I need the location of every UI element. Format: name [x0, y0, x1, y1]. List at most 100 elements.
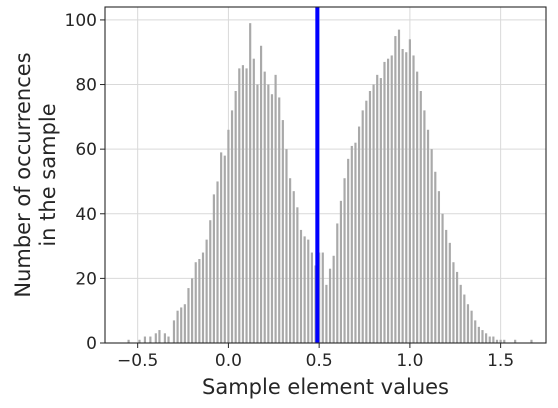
- histogram-bar: [339, 200, 343, 343]
- histogram-bar: [212, 194, 215, 343]
- histogram-bar: [488, 336, 491, 343]
- y-tick-label: 60: [75, 140, 97, 160]
- histogram-bar: [149, 336, 152, 343]
- histogram-bar: [477, 326, 480, 343]
- histogram-bar: [401, 49, 404, 343]
- histogram-bar: [430, 149, 433, 343]
- x-tick-label: −0.5: [117, 351, 158, 371]
- histogram-bar: [209, 220, 212, 343]
- histogram-bar: [172, 320, 176, 343]
- histogram-bar: [238, 68, 241, 343]
- histogram-bar: [368, 91, 372, 343]
- histogram-bar: [495, 339, 499, 343]
- histogram-bar: [412, 55, 415, 343]
- histogram-bar: [357, 126, 361, 344]
- histogram-bar: [332, 255, 335, 343]
- histogram-bar: [223, 155, 226, 343]
- histogram-bar: [445, 229, 448, 343]
- histogram-bar: [241, 65, 245, 344]
- histogram-bar: [143, 336, 147, 343]
- y-axis-label-line-2: in the sample: [36, 103, 60, 246]
- histogram-bar: [452, 262, 455, 343]
- histogram-bar: [180, 307, 183, 343]
- histogram-bar: [187, 288, 190, 343]
- histogram-bar: [167, 336, 170, 343]
- histogram-bar: [191, 278, 194, 343]
- histogram-bar: [383, 61, 386, 344]
- histogram-bar: [127, 339, 130, 343]
- histogram-bar: [285, 149, 288, 343]
- histogram-bar: [503, 339, 506, 343]
- histogram-bar: [455, 271, 459, 343]
- histogram-bar: [198, 259, 201, 343]
- histogram-bar: [205, 239, 208, 343]
- histogram-bar: [394, 36, 397, 343]
- y-tick-label: 0: [86, 334, 97, 354]
- histogram-bar: [249, 23, 252, 344]
- histogram-bar: [463, 294, 466, 343]
- histogram-bar: [252, 58, 255, 343]
- histogram-bar: [347, 158, 350, 343]
- y-tick-label: 40: [75, 205, 97, 225]
- histogram-bar: [423, 110, 426, 343]
- y-tick-label: 100: [65, 11, 97, 31]
- histogram-bars: [127, 23, 533, 344]
- histogram-bar: [303, 236, 306, 343]
- histogram-bar: [230, 110, 234, 343]
- histogram-bar: [416, 71, 419, 343]
- histogram-bar: [530, 339, 533, 343]
- histogram-bar: [365, 100, 368, 343]
- x-axis-label: Sample element values: [202, 375, 449, 399]
- x-tick-label: 0.0: [215, 351, 242, 371]
- histogram-bar: [379, 78, 382, 344]
- histogram-bar: [390, 55, 393, 343]
- histogram-bar: [376, 74, 379, 343]
- histogram-bar: [499, 339, 502, 343]
- histogram-bar: [163, 333, 166, 343]
- histogram-bar: [263, 71, 266, 343]
- histogram-bar: [138, 339, 141, 343]
- histogram-bar: [310, 252, 313, 343]
- histogram-bar: [259, 45, 263, 344]
- histogram-bar: [336, 223, 339, 343]
- histogram-bar: [474, 320, 477, 343]
- plot-frame: [104, 6, 547, 344]
- y-axis-ticks: 0 20 40 60 80 100: [65, 11, 105, 354]
- histogram-bar: [361, 110, 364, 343]
- histogram-bar: [514, 339, 517, 343]
- y-tick-label: 80: [75, 76, 97, 96]
- histogram-bar: [408, 39, 411, 344]
- x-tick-label: 1.0: [396, 351, 423, 371]
- histogram-bar: [234, 91, 237, 343]
- histogram-bar: [274, 74, 277, 343]
- histogram-bar: [350, 145, 353, 343]
- histogram-bar: [466, 304, 470, 343]
- histogram-bar: [470, 310, 473, 343]
- histogram-bar: [227, 129, 230, 343]
- histogram-bar: [154, 333, 157, 343]
- x-tick-label: 0.5: [306, 351, 333, 371]
- histogram-bar: [448, 242, 451, 343]
- histogram-bar: [426, 129, 430, 343]
- histogram-bar: [183, 304, 186, 343]
- histogram-bar: [434, 171, 437, 343]
- histogram-bar: [437, 191, 441, 343]
- histogram-bar: [397, 29, 401, 343]
- histogram-bar: [296, 207, 299, 343]
- x-tick-label: 1.5: [487, 351, 514, 371]
- histogram-bar: [278, 97, 281, 343]
- histogram-bar: [299, 229, 303, 343]
- histogram-bar: [321, 252, 324, 343]
- x-axis-ticks: −0.5 0.0 0.5 1.0 1.5: [117, 343, 514, 371]
- histogram-bar: [220, 152, 223, 343]
- histogram-bar: [419, 91, 422, 343]
- histogram-bar: [328, 268, 332, 343]
- histogram-bar: [292, 191, 295, 343]
- histogram-bar: [216, 181, 219, 343]
- histogram-bar: [481, 330, 484, 343]
- histogram-bar: [267, 84, 270, 344]
- histogram-bar: [387, 58, 390, 343]
- histogram-bar: [485, 333, 488, 343]
